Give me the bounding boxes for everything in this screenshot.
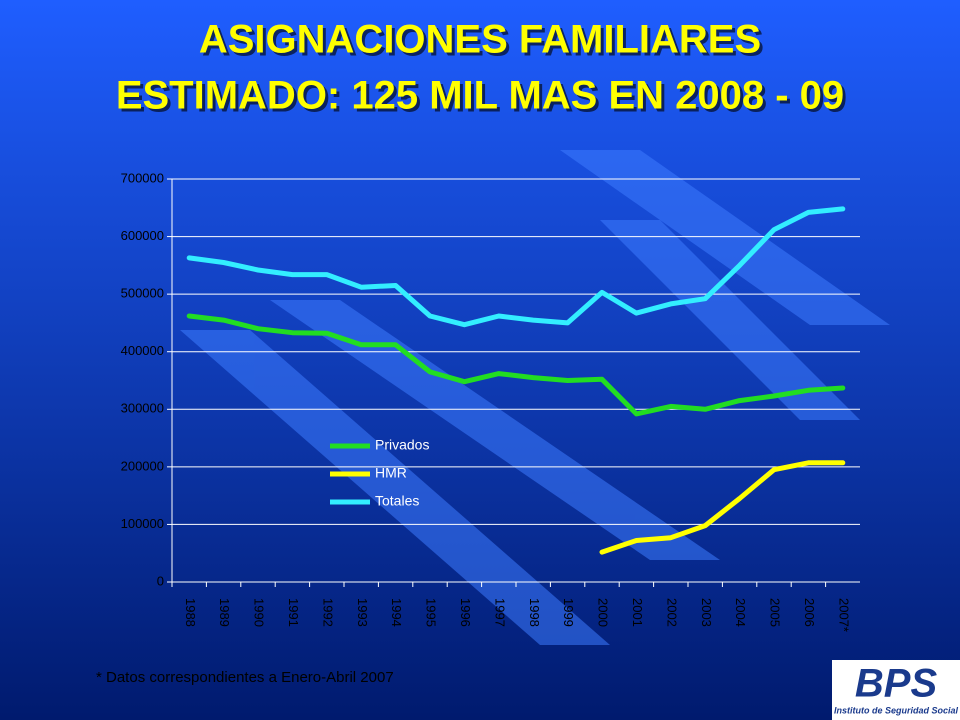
subtitle-shadow: ESTIMADO: 125 MIL MAS EN 2008 - 09: [119, 77, 847, 121]
y-tick-label: 700000: [121, 170, 164, 185]
legend-label: Privados: [375, 437, 429, 453]
y-tick-label: 100000: [121, 516, 164, 531]
decor-stripes: [180, 150, 890, 645]
x-tick-label: 2005: [768, 598, 783, 627]
y-tick-label: 0: [157, 573, 164, 588]
x-tick-label: 2003: [699, 598, 714, 627]
y-tick-label: 300000: [121, 401, 164, 416]
x-tick-label: 2007*: [836, 598, 851, 632]
x-tick-label: 2000: [596, 598, 611, 627]
series-line: [186, 206, 846, 328]
x-tick-label: 1999: [561, 598, 576, 627]
x-tick-label: 1996: [458, 598, 473, 627]
x-tick-label: 1991: [286, 598, 301, 627]
x-tick-label: 1989: [217, 598, 232, 627]
x-tick-label: 1995: [424, 598, 439, 627]
legend-label: Totales: [375, 493, 419, 509]
x-tick-label: 2004: [733, 598, 748, 627]
x-tick-label: 2006: [802, 598, 817, 627]
y-tick-label: 600000: [121, 228, 164, 243]
x-tick-label: 2001: [630, 598, 645, 627]
chart-title: ASIGNACIONES FAMILIARES: [199, 18, 761, 62]
logo-box: [832, 660, 960, 720]
x-tick-label: 1992: [320, 598, 335, 627]
x-tick-label: 1988: [183, 598, 198, 627]
x-tick-label: 1998: [527, 598, 542, 627]
y-tick-label: 200000: [121, 458, 164, 473]
x-tick-label: 1993: [355, 598, 370, 627]
x-tick-label: 1990: [252, 598, 267, 627]
chart-subtitle: ESTIMADO: 125 MIL MAS EN 2008 - 09: [116, 74, 844, 118]
y-tick-label: 400000: [121, 343, 164, 358]
logo-caption: Instituto de Seguridad Social: [834, 705, 959, 715]
series-line: [186, 313, 846, 417]
y-tick-label: 500000: [121, 286, 164, 301]
x-tick-label: 2002: [664, 598, 679, 627]
legend-label: HMR: [375, 465, 407, 481]
x-tick-label: 1997: [492, 598, 507, 627]
logo-text: BPS: [855, 662, 938, 706]
series-line: [599, 460, 846, 555]
title-shadow: ASIGNACIONES FAMILIARES: [202, 21, 764, 65]
footnote: * Datos correspondientes a Enero-Abril 2…: [96, 669, 394, 686]
x-tick-label: 1994: [389, 598, 404, 627]
